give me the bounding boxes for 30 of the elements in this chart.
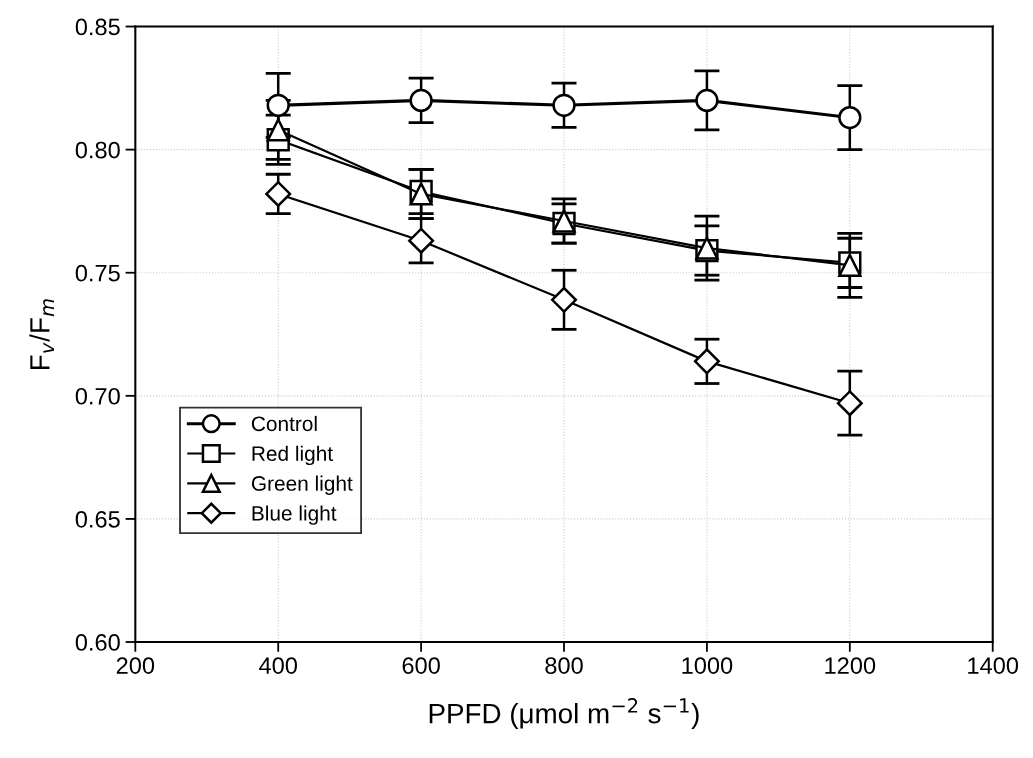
point [695, 88, 719, 113]
x-tick-label: 1400 [968, 657, 1019, 674]
point [836, 390, 863, 417]
y-tick-label: 0.60 [75, 634, 120, 651]
y-tick-label: 0.70 [75, 387, 120, 405]
x-tick-label: 1200 [825, 657, 876, 674]
legend-label: Green light [251, 475, 353, 495]
point [408, 227, 435, 254]
y-axis-title: F$_{v}$/F$_{m}$ [29, 299, 54, 370]
y-tick-label: 0.65 [75, 510, 120, 528]
legend-label: Red light [252, 445, 333, 466]
y-tick-label: 0.85 [75, 18, 120, 36]
legend-label: Blue light [252, 505, 337, 525]
x-tick-label: 400 [259, 657, 297, 674]
legend-label: Control [251, 415, 317, 432]
point [265, 180, 292, 207]
y-tick-label: 0.80 [75, 141, 120, 159]
x-tick-label: 600 [402, 657, 440, 674]
point [550, 286, 578, 313]
point [838, 105, 862, 130]
x-axis-title: PPFD (μmol m$^{−2}$ s$^{−1}$) [429, 698, 699, 729]
point [693, 348, 720, 375]
x-tick-label: 200 [116, 657, 155, 674]
point [266, 93, 290, 117]
x-tick-label: 1000 [682, 657, 733, 674]
point [409, 88, 433, 113]
x-tick-label: 800 [545, 657, 583, 674]
point [552, 93, 576, 117]
y-tick-label: 0.75 [75, 264, 120, 282]
point [266, 118, 290, 142]
